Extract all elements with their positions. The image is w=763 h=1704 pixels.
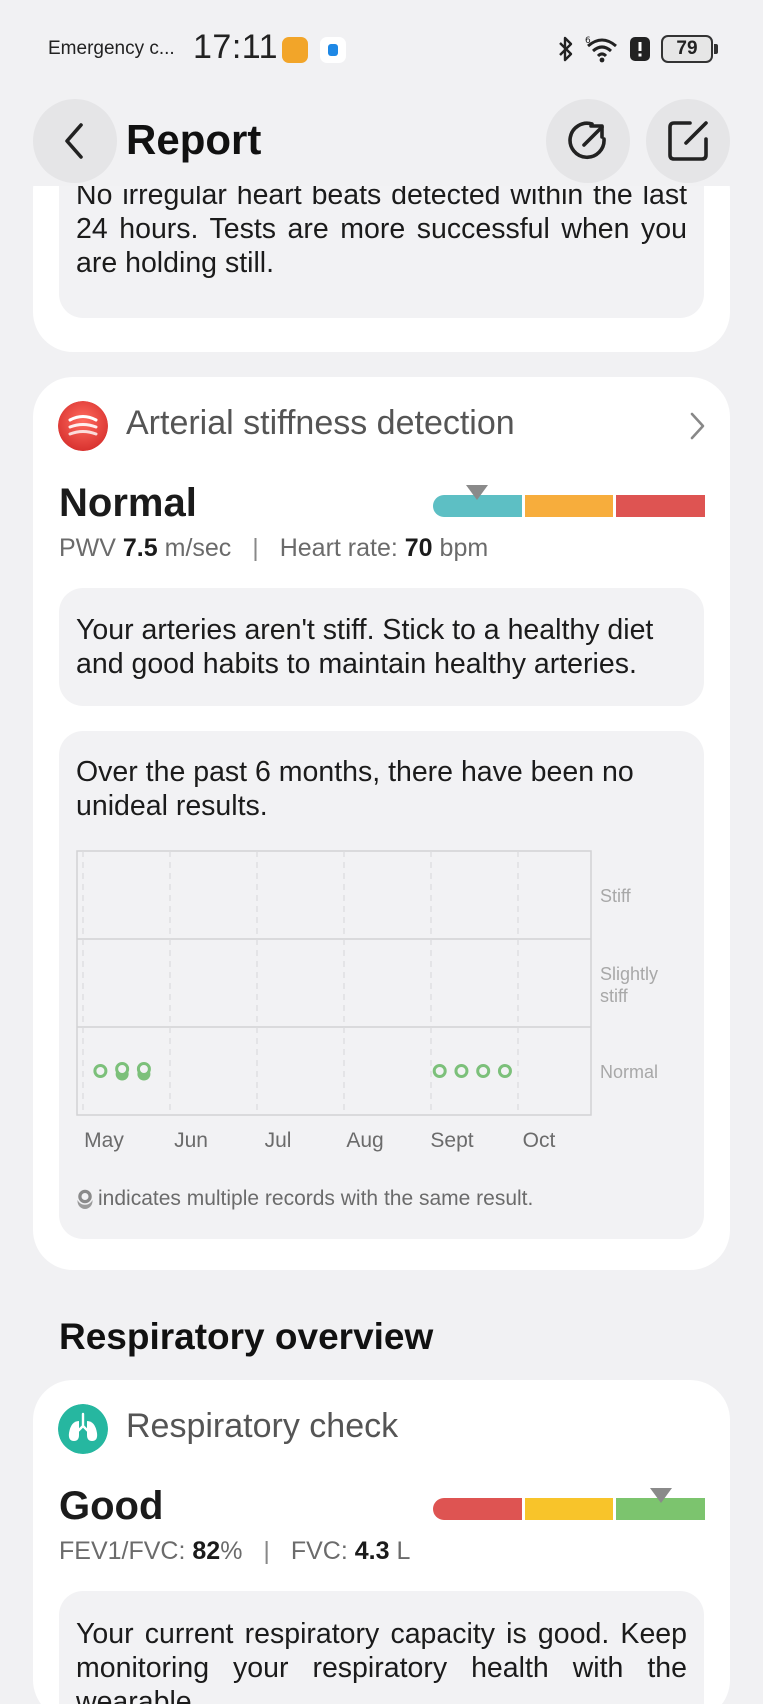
data-point (497, 1064, 512, 1078)
fev-unit: % (220, 1537, 243, 1565)
status-bar: Emergency c... 17:11 6 79 (0, 0, 763, 100)
status-icons: 6 79 (557, 34, 718, 64)
y-category-label: stiff (600, 986, 629, 1006)
heart-rate-unit: bpm (439, 534, 489, 562)
notification-app-icon-2 (320, 37, 346, 63)
data-point (476, 1064, 491, 1078)
alert-icon (630, 37, 650, 61)
share-icon (568, 121, 606, 160)
scale-segment-normal (433, 495, 522, 517)
bluetooth-icon (559, 36, 573, 62)
respiratory-advice-box: Your current respiratory capacity is goo… (59, 1591, 704, 1704)
data-point (136, 1062, 151, 1076)
arterial-icon (58, 401, 108, 451)
fvc-value: 4.3 (354, 1537, 390, 1565)
fev-value: 82 (192, 1537, 221, 1565)
respiratory-section-title: Respiratory overview (59, 1316, 434, 1357)
arterial-advice-box: Your arteries aren't stiff. Stick to a h… (59, 588, 704, 706)
arterial-scale-bar (433, 485, 706, 517)
page-title: Report (126, 116, 262, 163)
heart-rhythm-summary: No irregular heart beats detected within… (76, 179, 687, 279)
y-category-label: Stiff (600, 886, 632, 906)
fev-label: FEV1/FVC: (59, 1537, 186, 1565)
chart-footnote-text: indicates multiple records with the same… (98, 1187, 534, 1210)
wifi-icon: 6 (585, 36, 617, 63)
multiple-records-icon (76, 1188, 94, 1209)
respiratory-advice: Your current respiratory capacity is goo… (76, 1618, 687, 1704)
arterial-metrics: PWV 7.5 m/sec | Heart rate: 70 bpm (59, 534, 488, 563)
data-point (432, 1064, 447, 1078)
share-button[interactable] (546, 99, 630, 183)
x-tick-label: Oct (523, 1129, 556, 1152)
x-tick-label: May (84, 1129, 124, 1152)
heart-rhythm-summary-box: No irregular heart beats detected within… (59, 136, 704, 318)
heart-rate-label: Heart rate: (279, 534, 398, 562)
scale-segment-fair (524, 1498, 614, 1520)
respiratory-scale-bar (433, 1488, 706, 1520)
x-tick-label: Aug (346, 1129, 383, 1152)
fvc-label: FVC: (290, 1537, 348, 1565)
chart-intro: Over the past 6 months, there have been … (76, 756, 634, 822)
data-point (93, 1064, 108, 1078)
arterial-advice: Your arteries aren't stiff. Stick to a h… (76, 614, 654, 680)
edit-button[interactable] (646, 99, 730, 183)
separator: | (252, 534, 259, 562)
arterial-stiffness-card: Arterial stiffness detection Normal PWV … (33, 377, 730, 1270)
data-point (454, 1064, 469, 1078)
back-button[interactable] (33, 99, 117, 183)
respiratory-title[interactable]: Respiratory check (126, 1407, 399, 1445)
arterial-title[interactable]: Arterial stiffness detection (126, 404, 515, 442)
x-tick-label: Jun (174, 1129, 208, 1152)
scale-marker (465, 485, 488, 500)
lungs-icon (58, 1404, 108, 1454)
pwv-label: PWV (59, 534, 116, 562)
app-header: Report (0, 96, 763, 186)
scale-segment-good (616, 1498, 706, 1520)
respiratory-check-card: Respiratory check Good FEV1/FVC: 82% | F… (33, 1380, 730, 1704)
heart-rate-value: 70 (404, 534, 433, 562)
chevron-left-icon (65, 123, 83, 159)
data-point (115, 1062, 130, 1076)
arterial-result: Normal (59, 481, 197, 525)
chart-frame (76, 850, 592, 1116)
pwv-value: 7.5 (122, 534, 158, 562)
heart-rhythm-card: No irregular heart beats detected within… (33, 136, 730, 352)
fvc-unit: L (396, 1537, 411, 1565)
chart-footnote: indicates multiple records with the same… (76, 1187, 533, 1211)
pwv-unit: m/sec (164, 534, 232, 562)
x-tick-label: Jul (265, 1129, 292, 1152)
respiratory-result: Good (59, 1484, 164, 1528)
scale-marker (650, 1488, 673, 1503)
y-category-label: Slightly (600, 964, 658, 984)
svg-text:6: 6 (585, 36, 591, 46)
battery-indicator: 79 (661, 35, 718, 63)
scale-segment-poor (433, 1498, 522, 1520)
chevron-right-icon[interactable] (688, 411, 706, 441)
separator: | (263, 1537, 270, 1565)
arterial-chart-box: Over the past 6 months, there have been … (59, 731, 704, 1239)
x-tick-label: Sept (430, 1129, 473, 1152)
carrier-text: Emergency c... (48, 38, 175, 59)
y-category-label: Normal (600, 1062, 658, 1082)
scale-segment-slightly-stiff (524, 495, 614, 517)
notification-app-icon (282, 37, 308, 63)
scale-segment-stiff (616, 495, 706, 517)
edit-icon (668, 121, 708, 161)
respiratory-metrics: FEV1/FVC: 82% | FVC: 4.3 L (59, 1537, 410, 1566)
clock: 17:11 (193, 28, 279, 66)
